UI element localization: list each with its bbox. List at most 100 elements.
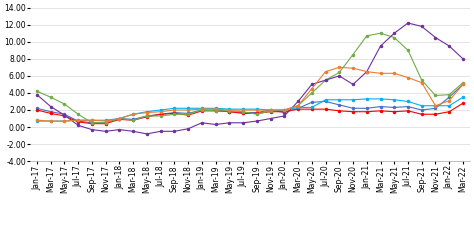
Excl Petrol Oil — [172, 109, 177, 111]
Excl raw food & Petrol Oil — [337, 98, 342, 101]
CPI — [89, 121, 95, 124]
CPI — [227, 110, 232, 113]
Excl raw food & Petrol Oil — [144, 110, 150, 113]
Excl Petrol Oil — [75, 119, 81, 122]
Excl raw food & Petrol Oil — [364, 97, 370, 100]
CPI — [282, 111, 287, 114]
Core — [240, 112, 246, 115]
Excl raw food & Petrol Oil — [103, 119, 109, 122]
Non-core — [103, 121, 109, 124]
Line: CPI: CPI — [36, 83, 464, 124]
Non-core — [268, 109, 273, 112]
Excl raw food & Petrol Oil — [240, 108, 246, 111]
CPI — [460, 83, 466, 86]
Non-core — [89, 121, 95, 124]
CPI — [117, 117, 122, 120]
Non-core — [364, 34, 370, 37]
Non-core — [48, 96, 54, 99]
Excl raw food & Petrol Oil — [405, 100, 411, 103]
Raw food — [62, 114, 67, 117]
Core — [268, 110, 273, 113]
Non-core — [295, 104, 301, 107]
Raw food — [392, 32, 397, 35]
Excl raw food & Petrol Oil — [323, 98, 328, 101]
Excl Petrol Oil — [227, 109, 232, 111]
Core — [419, 113, 425, 116]
Core — [405, 109, 411, 112]
Excl raw food & Petrol Oil — [199, 107, 205, 110]
Excl Petrol Oil — [364, 70, 370, 73]
Core — [34, 109, 40, 111]
Non-core — [34, 90, 40, 93]
Excl Petrol Oil — [158, 110, 164, 113]
Non-core — [130, 119, 136, 122]
Core — [433, 113, 438, 116]
CPI — [199, 109, 205, 111]
Excl raw food & Petrol Oil — [89, 119, 95, 122]
Raw food — [144, 132, 150, 135]
Raw food — [460, 57, 466, 60]
Raw food — [130, 130, 136, 133]
CPI — [34, 107, 40, 110]
Excl Petrol Oil — [392, 72, 397, 75]
Excl Petrol Oil — [130, 113, 136, 116]
Excl raw food & Petrol Oil — [460, 96, 466, 99]
Excl Petrol Oil — [185, 109, 191, 111]
Excl raw food & Petrol Oil — [117, 117, 122, 120]
Core — [130, 119, 136, 122]
Line: Core: Core — [36, 102, 464, 125]
Excl Petrol Oil — [337, 66, 342, 69]
Excl raw food & Petrol Oil — [172, 107, 177, 110]
Non-core — [378, 32, 383, 35]
Raw food — [240, 121, 246, 124]
Raw food — [227, 121, 232, 124]
CPI — [433, 107, 438, 110]
Non-core — [433, 94, 438, 97]
Raw food — [185, 127, 191, 130]
Raw food — [419, 25, 425, 28]
Excl Petrol Oil — [323, 70, 328, 73]
Excl raw food & Petrol Oil — [433, 104, 438, 107]
Core — [117, 118, 122, 121]
Core — [392, 110, 397, 113]
CPI — [295, 107, 301, 110]
Core — [350, 110, 356, 113]
Excl raw food & Petrol Oil — [34, 120, 40, 123]
Non-core — [419, 79, 425, 82]
Excl raw food & Petrol Oil — [392, 98, 397, 101]
Excl Petrol Oil — [268, 109, 273, 111]
Raw food — [295, 100, 301, 103]
CPI — [240, 111, 246, 114]
Non-core — [199, 109, 205, 111]
CPI — [323, 100, 328, 103]
Core — [309, 108, 315, 111]
Line: Excl Petrol Oil: Excl Petrol Oil — [36, 66, 464, 122]
Excl Petrol Oil — [378, 72, 383, 75]
Raw food — [34, 93, 40, 96]
Core — [62, 114, 67, 117]
Excl Petrol Oil — [240, 109, 246, 111]
Non-core — [254, 113, 260, 116]
Core — [282, 110, 287, 113]
Raw food — [309, 83, 315, 86]
CPI — [350, 107, 356, 110]
Excl Petrol Oil — [34, 119, 40, 122]
CPI — [144, 114, 150, 117]
Raw food — [323, 79, 328, 82]
Non-core — [323, 79, 328, 82]
CPI — [48, 110, 54, 113]
Raw food — [433, 36, 438, 39]
Raw food — [337, 74, 342, 77]
CPI — [185, 112, 191, 115]
Raw food — [350, 83, 356, 86]
Raw food — [172, 130, 177, 133]
CPI — [62, 113, 67, 116]
Raw food — [199, 121, 205, 124]
Core — [447, 110, 452, 113]
Line: Non-core: Non-core — [36, 32, 464, 124]
CPI — [378, 105, 383, 108]
Excl raw food & Petrol Oil — [62, 120, 67, 123]
Non-core — [350, 53, 356, 56]
Core — [364, 110, 370, 113]
Excl Petrol Oil — [254, 109, 260, 111]
